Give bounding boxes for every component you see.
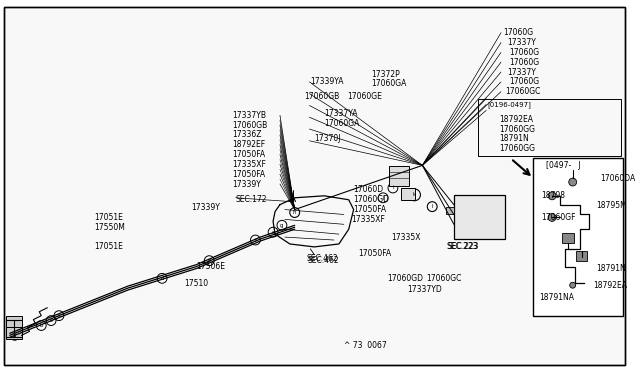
Text: 17337YA: 17337YA (324, 109, 358, 118)
Text: 17060GC: 17060GC (426, 274, 461, 283)
Bar (446, 206, 454, 215)
Text: 18798: 18798 (541, 191, 565, 201)
Text: 17339YA: 17339YA (310, 77, 344, 86)
Circle shape (570, 282, 575, 288)
Text: 17372P: 17372P (371, 70, 400, 78)
Text: 18792EF: 18792EF (232, 140, 265, 149)
Text: 17550M: 17550M (94, 223, 125, 232)
Circle shape (569, 178, 577, 186)
Text: 17060G: 17060G (509, 58, 539, 67)
Text: 17337Y: 17337Y (507, 38, 536, 47)
Text: l: l (431, 204, 433, 209)
Text: 17060GA: 17060GA (371, 79, 406, 88)
Text: SEC.223: SEC.223 (447, 243, 479, 251)
Text: 18791NA: 18791NA (540, 294, 574, 302)
Text: 17060GB: 17060GB (232, 121, 267, 129)
Bar (401, 188, 415, 200)
Text: 17060GD: 17060GD (354, 195, 390, 204)
Bar (389, 166, 409, 186)
Text: 17060GD: 17060GD (387, 274, 423, 283)
Text: 17060GF: 17060GF (541, 213, 576, 222)
Text: g: g (271, 230, 275, 235)
Text: SEC.462: SEC.462 (307, 254, 338, 263)
Text: 17510: 17510 (185, 279, 209, 288)
Text: 18795M: 18795M (596, 201, 627, 210)
Text: 18791N: 18791N (596, 264, 626, 273)
Text: 17051E: 17051E (94, 213, 123, 222)
Bar (562, 233, 573, 243)
Text: 17050FA: 17050FA (354, 205, 387, 214)
Text: 17339Y: 17339Y (191, 203, 220, 212)
Text: 17050FA: 17050FA (232, 150, 265, 159)
Circle shape (548, 214, 556, 221)
Text: 17050FA: 17050FA (232, 170, 265, 179)
Text: j: j (382, 195, 384, 200)
Text: 17335X: 17335X (391, 232, 420, 241)
Text: e: e (207, 258, 211, 263)
Bar (478, 99, 621, 155)
Text: f: f (255, 238, 257, 243)
Text: 17060GG: 17060GG (499, 144, 535, 153)
Text: 18792EA: 18792EA (499, 115, 533, 124)
Text: [0497-   J: [0497- J (546, 161, 580, 170)
Text: 17335XF: 17335XF (351, 215, 385, 224)
Text: a: a (13, 333, 17, 338)
Bar (6, 316, 22, 327)
Text: SEC.462: SEC.462 (307, 256, 339, 265)
Text: ^ 73  0067: ^ 73 0067 (344, 341, 387, 350)
Text: 17060GA: 17060GA (324, 119, 360, 128)
Text: 17337YB: 17337YB (232, 111, 266, 120)
Text: g: g (280, 223, 284, 228)
Text: c: c (58, 313, 60, 318)
Text: 17060GB: 17060GB (305, 92, 340, 101)
Text: 17060GG: 17060GG (499, 125, 535, 134)
Text: 17060DA: 17060DA (600, 174, 636, 183)
Bar (6, 327, 22, 339)
Circle shape (548, 192, 556, 200)
Text: 17060GE: 17060GE (347, 92, 381, 101)
Text: [0196-0497]: [0196-0497] (487, 101, 531, 108)
Bar (533, 158, 623, 316)
Text: 18791N: 18791N (499, 134, 529, 143)
Text: 17051E: 17051E (94, 243, 123, 251)
Text: 17370J: 17370J (314, 134, 341, 143)
Text: h: h (293, 210, 296, 215)
Text: c: c (49, 318, 52, 323)
Text: 17339Y: 17339Y (232, 180, 260, 189)
Text: 17060G: 17060G (509, 77, 539, 86)
Text: 18792EA: 18792EA (593, 281, 627, 290)
Text: d: d (161, 276, 164, 281)
Text: 17336Z: 17336Z (232, 131, 261, 140)
Text: b: b (40, 323, 43, 328)
Text: 17506E: 17506E (196, 262, 225, 271)
Text: 17337Y: 17337Y (507, 68, 536, 77)
Text: 17060GC: 17060GC (505, 87, 540, 96)
Text: 17050FA: 17050FA (358, 249, 392, 258)
Text: SEC.172: SEC.172 (236, 195, 268, 204)
Bar (454, 195, 505, 239)
Text: 17337YD: 17337YD (408, 285, 442, 294)
Text: 17060D: 17060D (354, 185, 384, 195)
Text: SEC.223: SEC.223 (448, 243, 479, 251)
Text: 17060G: 17060G (509, 48, 539, 57)
Text: k: k (413, 192, 416, 197)
Bar (575, 251, 588, 261)
Text: 17335XF: 17335XF (232, 160, 266, 169)
Text: i: i (392, 186, 394, 190)
Text: 17060G: 17060G (503, 28, 533, 37)
